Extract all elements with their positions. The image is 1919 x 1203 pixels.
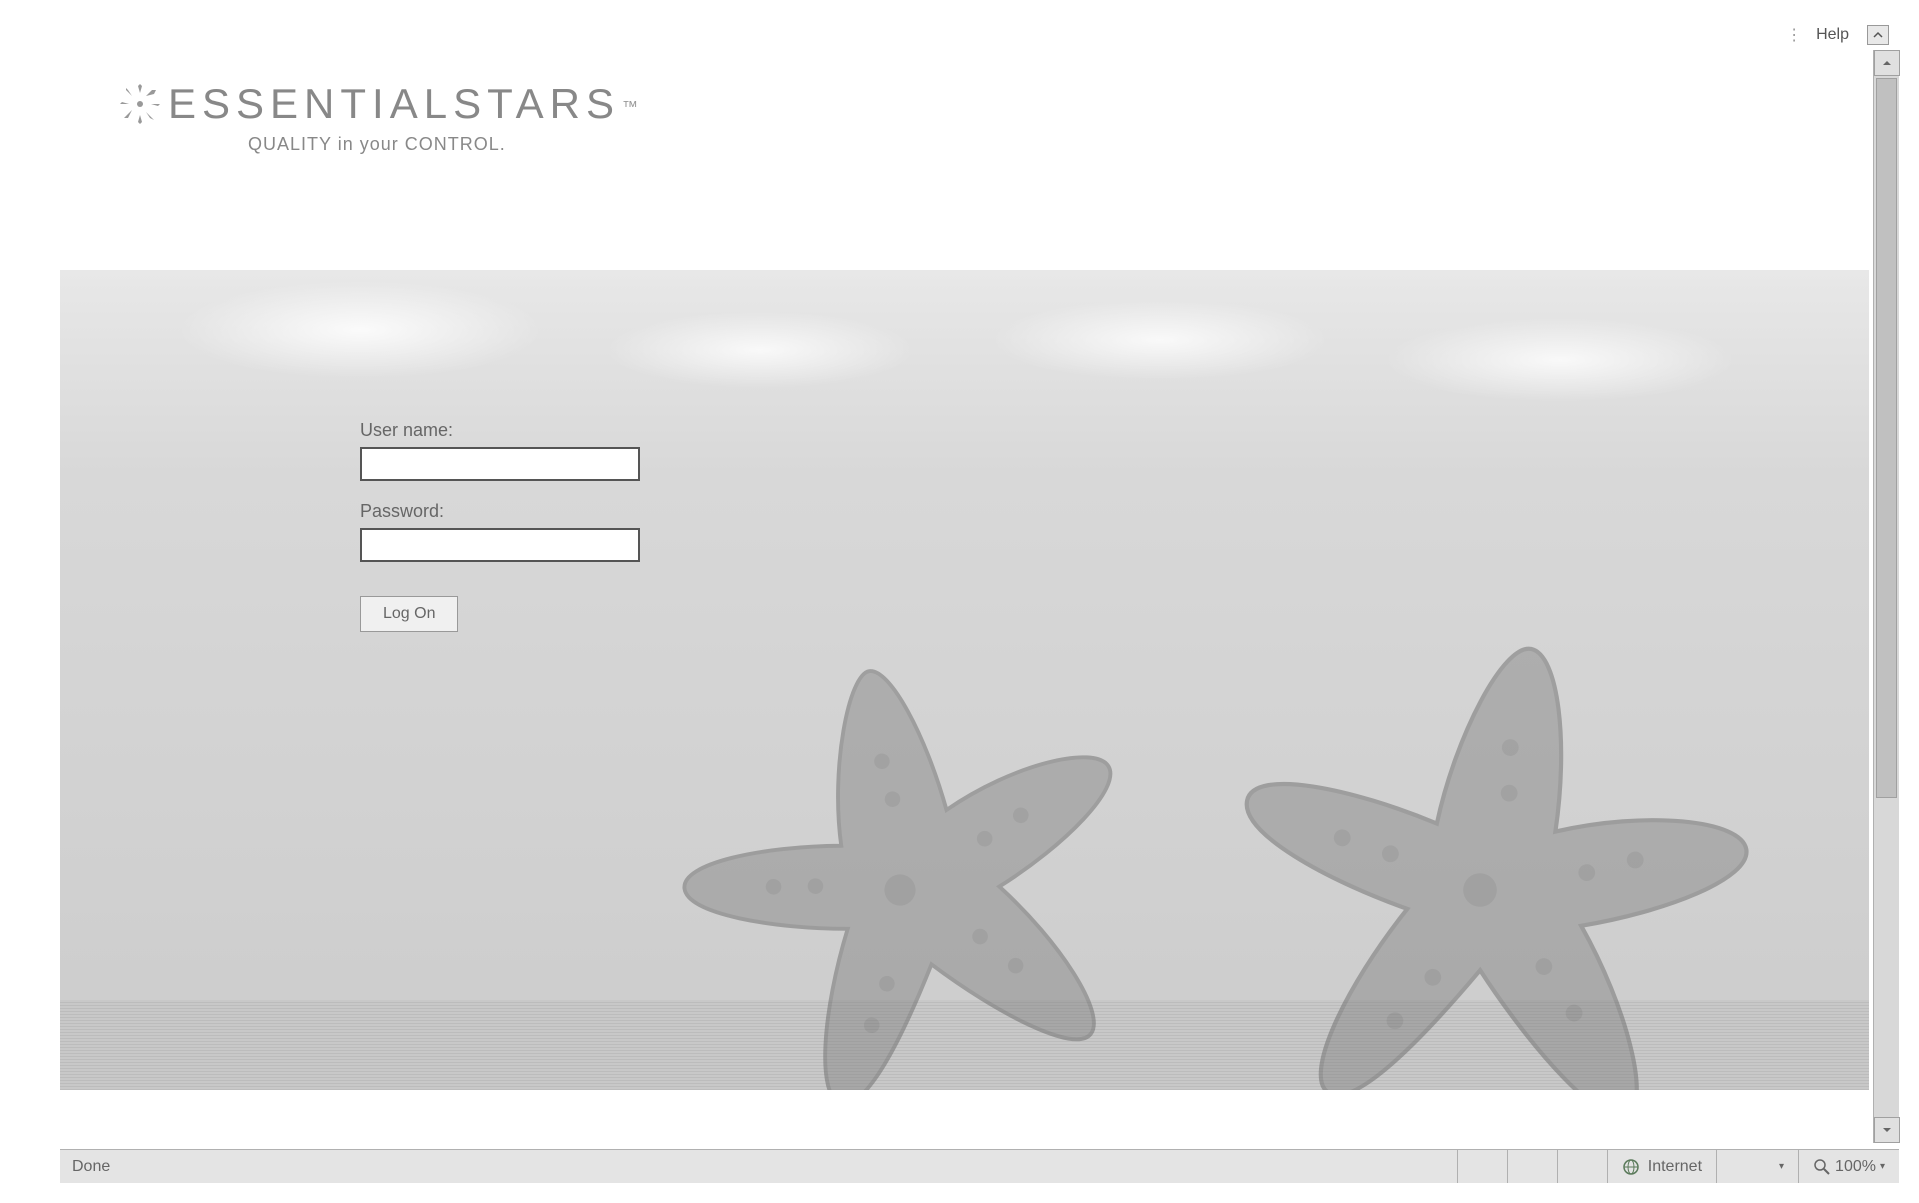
collapse-toolbar-button[interactable] (1867, 25, 1889, 45)
trademark-symbol: ™ (622, 99, 638, 116)
logon-button[interactable]: Log On (360, 596, 458, 632)
brand-tagline: QUALITY in your CONTROL. (248, 134, 638, 155)
browser-status-bar: Done Internet ▾ 100% ▾ (60, 1149, 1899, 1183)
zoom-panel[interactable]: 100% ▾ (1798, 1150, 1899, 1183)
status-panel-blank: ▾ (1716, 1150, 1798, 1183)
zone-label: Internet (1648, 1158, 1702, 1176)
scroll-thumb[interactable] (1876, 78, 1897, 798)
status-text: Done (60, 1158, 1457, 1176)
browser-top-bar: ⋮ Help (1776, 20, 1899, 50)
page-header: ESSENTIALSTARS™ QUALITY in your CONTROL. (120, 80, 1869, 260)
magnifier-icon (1813, 1158, 1831, 1176)
chevron-down-icon[interactable]: ▾ (1779, 1161, 1784, 1172)
status-panel-empty-2 (1507, 1150, 1557, 1183)
password-label: Password: (360, 501, 680, 522)
status-panel-empty-1 (1457, 1150, 1507, 1183)
status-panel-empty-3 (1557, 1150, 1607, 1183)
brand-logo-block: ESSENTIALSTARS™ QUALITY in your CONTROL. (120, 80, 1869, 155)
toolbar-divider: ⋮ (1786, 25, 1802, 45)
login-form: User name: Password: Log On (360, 420, 680, 632)
globe-icon (1622, 1158, 1640, 1176)
password-input[interactable] (360, 528, 640, 562)
help-link[interactable]: Help (1816, 26, 1849, 44)
chevron-down-icon[interactable]: ▾ (1880, 1161, 1885, 1172)
username-input[interactable] (360, 447, 640, 481)
zoom-label: 100% (1835, 1158, 1876, 1176)
vertical-scrollbar[interactable] (1873, 50, 1899, 1143)
security-zone-panel[interactable]: Internet (1607, 1150, 1716, 1183)
content-area: User name: Password: Log On (60, 270, 1869, 1090)
scroll-down-button[interactable] (1874, 1117, 1900, 1143)
cloud-decor (60, 270, 1869, 470)
brand-name: ESSENTIALSTARS (168, 80, 620, 127)
username-label: User name: (360, 420, 680, 441)
starburst-icon (120, 84, 160, 124)
starfish-decor-right (1109, 550, 1851, 1090)
scroll-up-button[interactable] (1874, 50, 1900, 76)
